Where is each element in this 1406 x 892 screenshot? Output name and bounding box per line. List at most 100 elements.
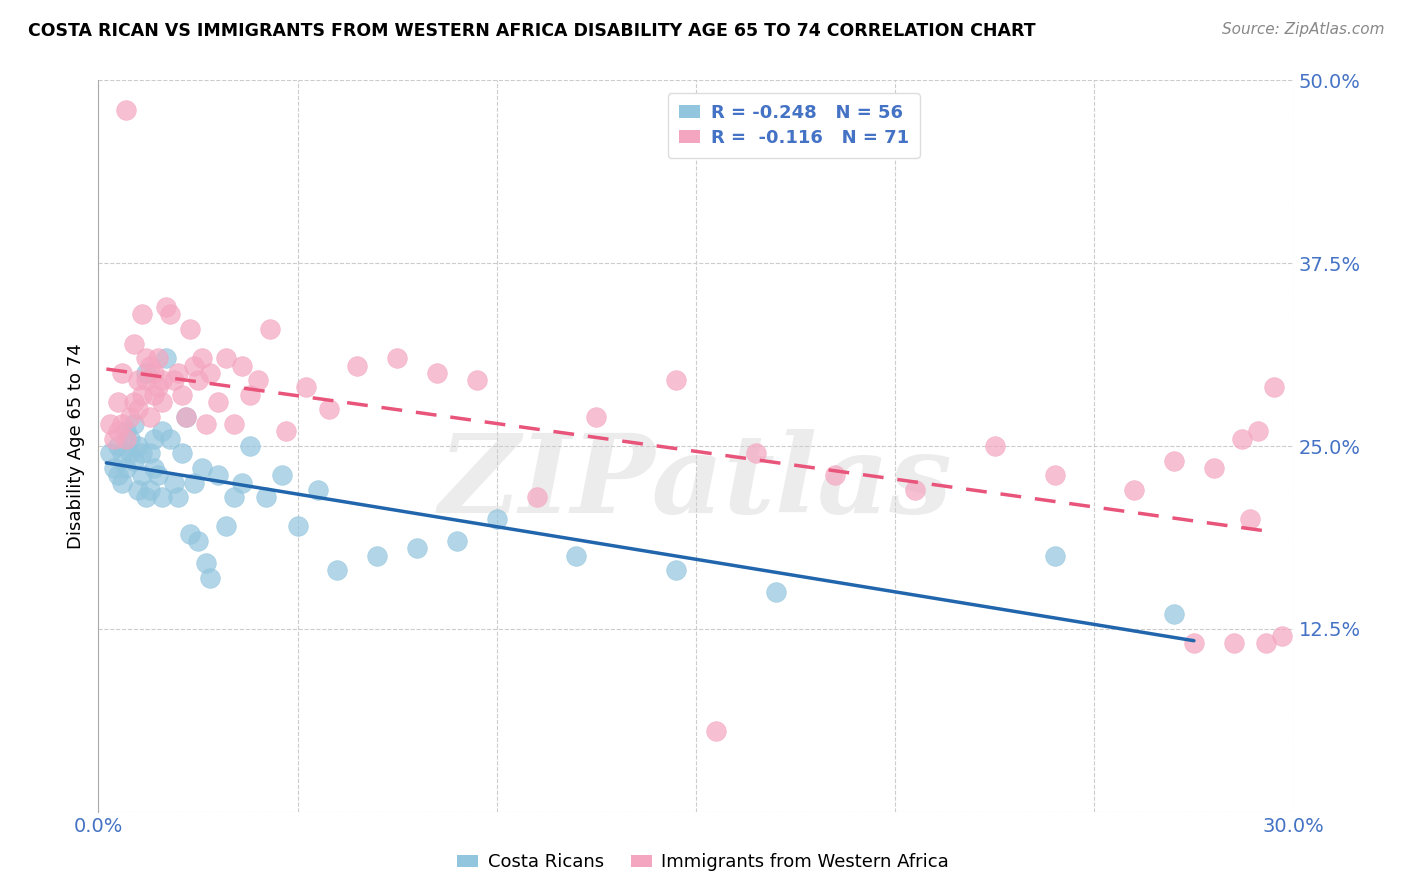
Point xyxy=(107,468,129,483)
Point xyxy=(120,432,142,446)
Point xyxy=(207,395,229,409)
Point xyxy=(131,468,153,483)
Point xyxy=(183,475,205,490)
Point xyxy=(143,366,166,380)
Point xyxy=(150,373,173,387)
Point xyxy=(127,373,149,387)
Point xyxy=(294,380,316,394)
Point xyxy=(150,425,173,439)
Point xyxy=(254,490,277,504)
Point xyxy=(665,563,688,577)
Point xyxy=(426,366,449,380)
Point xyxy=(124,336,146,351)
Point xyxy=(191,461,214,475)
Point xyxy=(565,549,588,563)
Point xyxy=(111,417,134,431)
Point xyxy=(179,322,201,336)
Point xyxy=(172,446,194,460)
Point xyxy=(1182,636,1205,650)
Point xyxy=(187,534,209,549)
Point xyxy=(150,490,173,504)
Point xyxy=(135,366,157,380)
Point xyxy=(124,453,146,467)
Point xyxy=(198,366,221,380)
Text: Source: ZipAtlas.com: Source: ZipAtlas.com xyxy=(1222,22,1385,37)
Y-axis label: Disability Age 65 to 74: Disability Age 65 to 74 xyxy=(66,343,84,549)
Point xyxy=(107,395,129,409)
Point xyxy=(131,446,153,460)
Point xyxy=(1202,461,1225,475)
Point xyxy=(215,351,238,366)
Point xyxy=(195,556,218,570)
Point xyxy=(824,468,846,483)
Point xyxy=(259,322,281,336)
Point xyxy=(167,490,190,504)
Point xyxy=(274,425,297,439)
Point xyxy=(385,351,409,366)
Point xyxy=(270,468,292,483)
Point xyxy=(139,483,162,497)
Point xyxy=(207,468,229,483)
Point xyxy=(115,461,138,475)
Point xyxy=(485,512,508,526)
Point xyxy=(1263,380,1285,394)
Point xyxy=(187,373,209,387)
Point xyxy=(98,417,122,431)
Point xyxy=(143,388,166,402)
Point xyxy=(127,439,149,453)
Point xyxy=(1254,636,1277,650)
Point xyxy=(1230,432,1253,446)
Point xyxy=(246,373,269,387)
Point xyxy=(704,724,727,739)
Point xyxy=(1163,607,1185,622)
Point xyxy=(287,519,309,533)
Point xyxy=(984,439,1007,453)
Point xyxy=(163,373,186,387)
Point xyxy=(127,483,149,497)
Point xyxy=(111,446,134,460)
Point xyxy=(124,417,146,431)
Point xyxy=(318,402,340,417)
Point xyxy=(103,461,125,475)
Point xyxy=(1043,468,1066,483)
Point xyxy=(131,307,153,321)
Point xyxy=(155,351,177,366)
Legend: R = -0.248   N = 56, R =  -0.116   N = 71: R = -0.248 N = 56, R = -0.116 N = 71 xyxy=(668,93,920,158)
Point xyxy=(150,395,173,409)
Text: COSTA RICAN VS IMMIGRANTS FROM WESTERN AFRICA DISABILITY AGE 65 TO 74 CORRELATIO: COSTA RICAN VS IMMIGRANTS FROM WESTERN A… xyxy=(28,22,1036,40)
Point xyxy=(127,402,149,417)
Point xyxy=(191,351,214,366)
Point xyxy=(120,409,142,424)
Point xyxy=(239,439,262,453)
Point xyxy=(665,373,688,387)
Point xyxy=(1239,512,1261,526)
Point xyxy=(526,490,548,504)
Point xyxy=(346,359,368,373)
Point xyxy=(239,388,262,402)
Point xyxy=(1271,629,1294,643)
Point xyxy=(115,103,138,117)
Point xyxy=(148,468,170,483)
Point xyxy=(143,461,166,475)
Text: ZIPatlas: ZIPatlas xyxy=(439,429,953,536)
Point xyxy=(198,571,221,585)
Point xyxy=(1247,425,1270,439)
Point xyxy=(115,425,138,439)
Point xyxy=(195,417,218,431)
Point xyxy=(179,526,201,541)
Point xyxy=(139,446,162,460)
Point xyxy=(139,359,162,373)
Point xyxy=(174,409,197,424)
Point xyxy=(406,541,429,556)
Point xyxy=(366,549,388,563)
Point xyxy=(135,351,157,366)
Point xyxy=(159,307,181,321)
Point xyxy=(1123,483,1146,497)
Point xyxy=(155,300,177,314)
Point xyxy=(124,395,146,409)
Point xyxy=(446,534,468,549)
Point xyxy=(159,432,181,446)
Point xyxy=(148,351,170,366)
Point xyxy=(765,585,787,599)
Point xyxy=(231,475,253,490)
